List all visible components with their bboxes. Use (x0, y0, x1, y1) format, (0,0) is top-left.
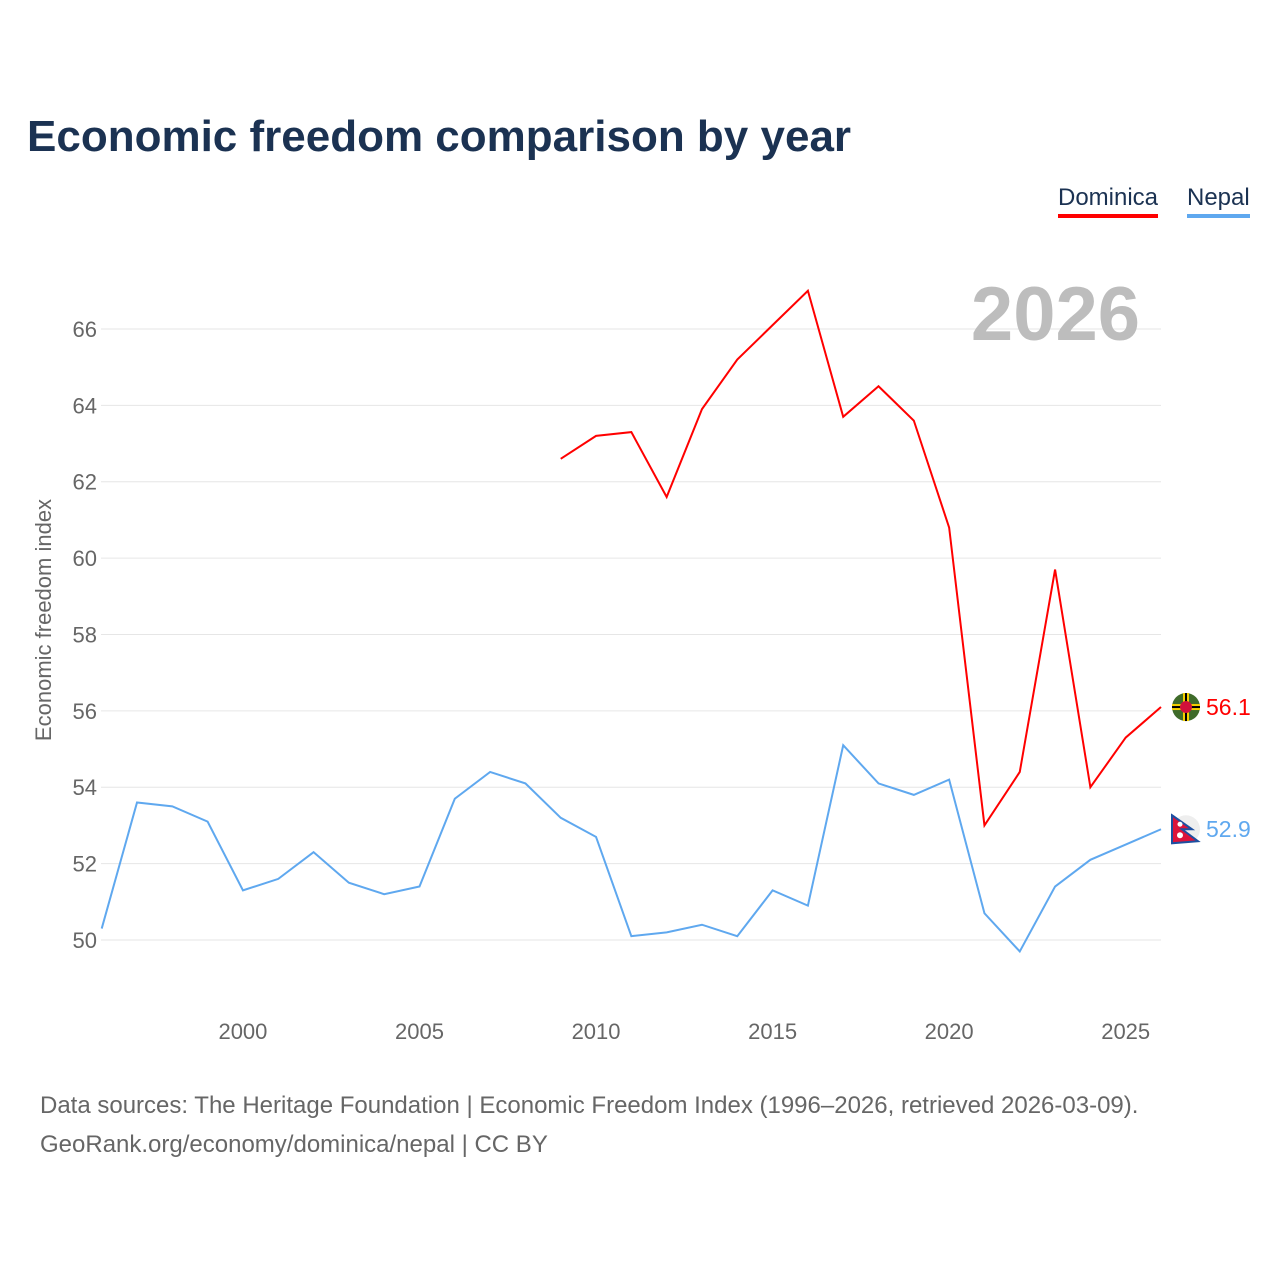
footer: Data sources: The Heritage Foundation | … (40, 1086, 1138, 1164)
y-tick-label: 64 (73, 393, 97, 418)
footer-link[interactable]: GeoRank.org/economy/dominica/nepal | CC … (40, 1131, 548, 1158)
x-tick-label: 2015 (748, 1019, 797, 1044)
end-value-label: 56.1 (1206, 694, 1251, 720)
x-tick-label: 2000 (218, 1019, 267, 1044)
y-tick-label: 56 (73, 699, 97, 724)
nepal-flag-icon (1171, 813, 1201, 845)
x-tick-label: 2020 (925, 1019, 974, 1044)
y-axis-label: Economic freedom index (31, 499, 56, 741)
y-tick-label: 66 (73, 317, 97, 342)
y-tick-label: 54 (73, 775, 97, 800)
y-tick-label: 50 (73, 928, 97, 953)
end-value-label: 52.9 (1206, 816, 1251, 842)
footer-sources: Data sources: The Heritage Foundation | … (40, 1092, 1139, 1119)
y-tick-label: 52 (73, 852, 97, 877)
y-tick-label: 62 (73, 470, 97, 495)
y-tick-label: 58 (73, 622, 97, 647)
series-line-dominica[interactable] (560, 288, 1162, 829)
x-tick-label: 2010 (572, 1019, 621, 1044)
y-tick-label: 60 (73, 546, 97, 571)
series-line-nepal[interactable] (100, 743, 1162, 954)
year-watermark: 2026 (971, 272, 1140, 357)
x-tick-label: 2025 (1101, 1019, 1150, 1044)
dominica-flag-icon (1172, 693, 1200, 722)
x-tick-label: 2005 (395, 1019, 444, 1044)
chart-title: Economic freedom comparison by year (27, 112, 852, 161)
legend-item-dominica[interactable]: Dominica (1058, 184, 1159, 218)
legend-item-nepal[interactable]: Nepal (1187, 184, 1250, 218)
